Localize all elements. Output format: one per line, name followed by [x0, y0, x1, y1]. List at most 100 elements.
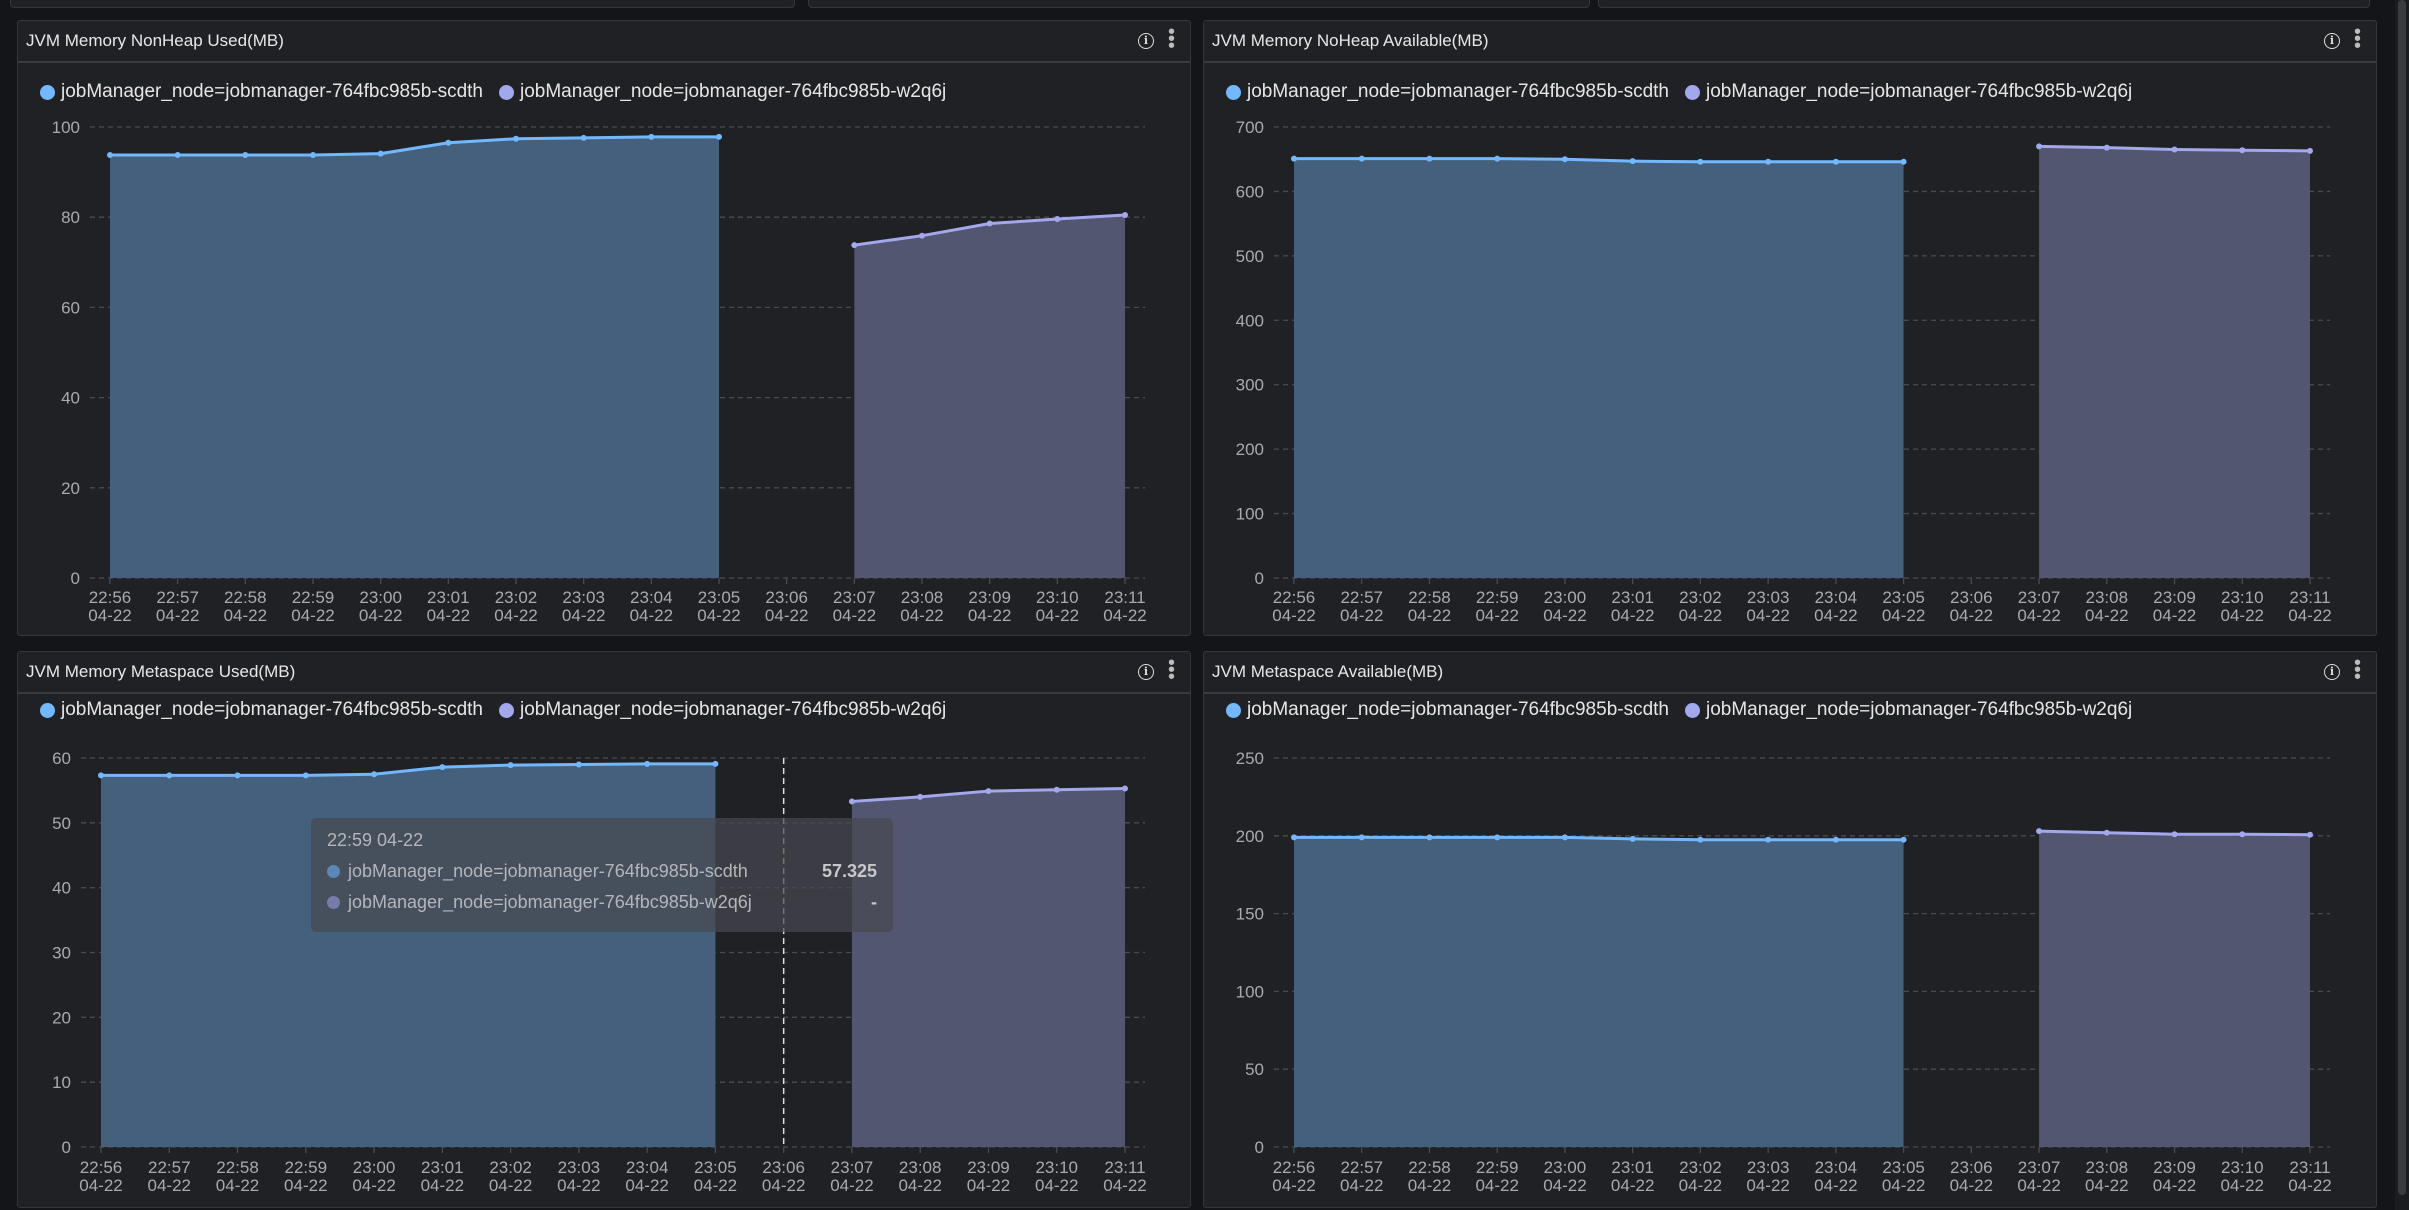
data-point	[445, 139, 452, 146]
series-area	[2039, 146, 2310, 578]
x-tick-date: 04-22	[1746, 1176, 1789, 1195]
data-point	[1494, 155, 1501, 162]
x-tick-date: 04-22	[1679, 606, 1722, 625]
data-point	[439, 764, 446, 771]
data-point	[648, 133, 655, 140]
tooltip-value: -	[871, 892, 877, 912]
x-tick-label: 23:07	[831, 1158, 874, 1177]
y-tick-label: 600	[1236, 182, 1264, 201]
x-tick-label: 23:05	[698, 588, 741, 607]
legend-item[interactable]: jobManager_node=jobmanager-764fbc985b-sc…	[40, 699, 483, 721]
scrollbar-thumb[interactable]	[2398, 0, 2406, 1195]
panel-title: JVM Memory Metaspace Used(MB)	[26, 662, 296, 681]
x-tick-date: 04-22	[494, 606, 537, 625]
data-point	[1900, 836, 1907, 843]
more-vertical-icon[interactable]: • • •	[1168, 21, 1176, 57]
data-point	[1358, 155, 1365, 162]
data-point	[1426, 155, 1433, 162]
x-tick-date: 04-22	[1103, 1176, 1146, 1195]
legend-item[interactable]: jobManager_node=jobmanager-764fbc985b-sc…	[1226, 81, 1669, 103]
x-tick-label: 23:00	[1544, 588, 1587, 607]
x-tick-date: 04-22	[291, 606, 334, 625]
data-point	[1054, 216, 1061, 223]
data-point	[1697, 836, 1704, 843]
legend-item[interactable]: jobManager_node=jobmanager-764fbc985b-w2…	[499, 81, 946, 103]
x-tick-date: 04-22	[833, 606, 876, 625]
more-vertical-icon[interactable]: • • •	[1168, 652, 1176, 688]
x-tick-date: 04-22	[421, 1176, 464, 1195]
x-tick-date: 04-22	[2085, 1176, 2128, 1195]
x-tick-label: 22:56	[1273, 588, 1316, 607]
x-tick-label: 23:05	[1882, 1158, 1925, 1177]
y-tick-label: 100	[1236, 982, 1264, 1001]
chart-panel: JVM Metaspace Available(MB) i • • • jobMan…	[1203, 651, 2377, 1208]
legend-label: jobManager_node=jobmanager-764fbc985b-w2…	[1706, 699, 2133, 720]
x-tick-date: 04-22	[1408, 1176, 1451, 1195]
info-icon[interactable]: i	[1138, 664, 1154, 680]
x-tick-label: 23:07	[2018, 1158, 2061, 1177]
legend-label: jobManager_node=jobmanager-764fbc985b-sc…	[61, 699, 483, 720]
y-tick-label: 500	[1236, 247, 1264, 266]
series-area	[1294, 837, 1904, 1147]
x-tick-label: 23:03	[558, 1158, 601, 1177]
x-tick-label: 23:09	[968, 588, 1011, 607]
x-tick-date: 04-22	[1814, 606, 1857, 625]
data-point	[851, 242, 858, 249]
x-tick-label: 23:11	[2289, 1158, 2330, 1177]
x-tick-date: 04-22	[1036, 606, 1079, 625]
panel-title: JVM Metaspace Available(MB)	[1212, 662, 1444, 681]
previous-panel-edge	[808, 0, 1590, 8]
x-tick-label: 23:00	[353, 1158, 396, 1177]
scrollbar[interactable]	[2395, 0, 2409, 1210]
x-tick-date: 04-22	[2153, 606, 2196, 625]
y-tick-label: 200	[1236, 440, 1264, 459]
legend-item[interactable]: jobManager_node=jobmanager-764fbc985b-w2…	[499, 699, 946, 721]
y-tick-label: 50	[52, 814, 71, 833]
info-icon[interactable]: i	[2324, 664, 2340, 680]
x-tick-label: 23:09	[2153, 1158, 2196, 1177]
data-point	[1697, 158, 1704, 165]
legend-label: jobManager_node=jobmanager-764fbc985b-w2…	[1706, 81, 2133, 102]
x-tick-date: 04-22	[284, 1176, 327, 1195]
legend-item[interactable]: jobManager_node=jobmanager-764fbc985b-w2…	[1685, 81, 2132, 103]
series-line	[101, 762, 716, 777]
x-tick-label: 23:05	[694, 1158, 737, 1177]
data-point	[310, 151, 316, 158]
x-tick-label: 22:56	[1273, 1158, 1316, 1177]
more-vertical-icon[interactable]: • • •	[2354, 652, 2362, 688]
x-tick-date: 04-22	[2085, 606, 2128, 625]
data-point	[2036, 143, 2043, 150]
x-tick-date: 04-22	[1543, 606, 1586, 625]
data-point	[919, 232, 925, 239]
x-tick-label: 23:06	[1950, 1158, 1993, 1177]
info-icon[interactable]: i	[2324, 33, 2340, 49]
chart-panel: JVM Memory Metaspace Used(MB) i • • • jobM…	[17, 651, 1191, 1208]
chart-plot[interactable]: 010020030040050060070022:5604-2222:5704-…	[1204, 21, 2378, 637]
legend-item[interactable]: jobManager_node=jobmanager-764fbc985b-sc…	[40, 81, 483, 103]
x-tick-label: 23:06	[762, 1158, 805, 1177]
chart-plot[interactable]: 02040608010022:5604-2222:5704-2222:5804-…	[18, 21, 1192, 637]
info-icon[interactable]: i	[1138, 33, 1154, 49]
x-tick-label: 23:10	[2221, 1158, 2264, 1177]
y-tick-label: 50	[1245, 1060, 1264, 1079]
x-tick-label: 23:10	[1036, 588, 1079, 607]
data-point	[1629, 835, 1636, 842]
x-tick-label: 23:03	[1747, 1158, 1790, 1177]
data-point	[166, 772, 173, 779]
y-tick-label: 80	[61, 208, 80, 227]
x-tick-date: 04-22	[1679, 1176, 1722, 1195]
chart-plot[interactable]: 05010015020025022:5604-2222:5704-2222:58…	[1204, 652, 2378, 1209]
legend-dot-icon	[40, 84, 55, 100]
more-vertical-icon[interactable]: • • •	[2354, 21, 2362, 57]
x-tick-label: 23:09	[967, 1158, 1010, 1177]
chart-panel: JVM Memory NonHeap Used(MB) i • • • jobMan…	[17, 20, 1191, 636]
x-tick-label: 23:02	[1679, 1158, 1722, 1177]
x-tick-date: 04-22	[1475, 606, 1518, 625]
y-tick-label: 30	[52, 944, 71, 963]
legend-item[interactable]: jobManager_node=jobmanager-764fbc985b-sc…	[1226, 699, 1669, 721]
x-tick-label: 23:04	[626, 1158, 669, 1177]
tooltip-label: jobManager_node=jobmanager-764fbc985b-sc…	[348, 861, 748, 881]
legend-item[interactable]: jobManager_node=jobmanager-764fbc985b-w2…	[1685, 699, 2132, 721]
data-point	[1291, 155, 1297, 162]
x-tick-label: 23:01	[1611, 588, 1654, 607]
